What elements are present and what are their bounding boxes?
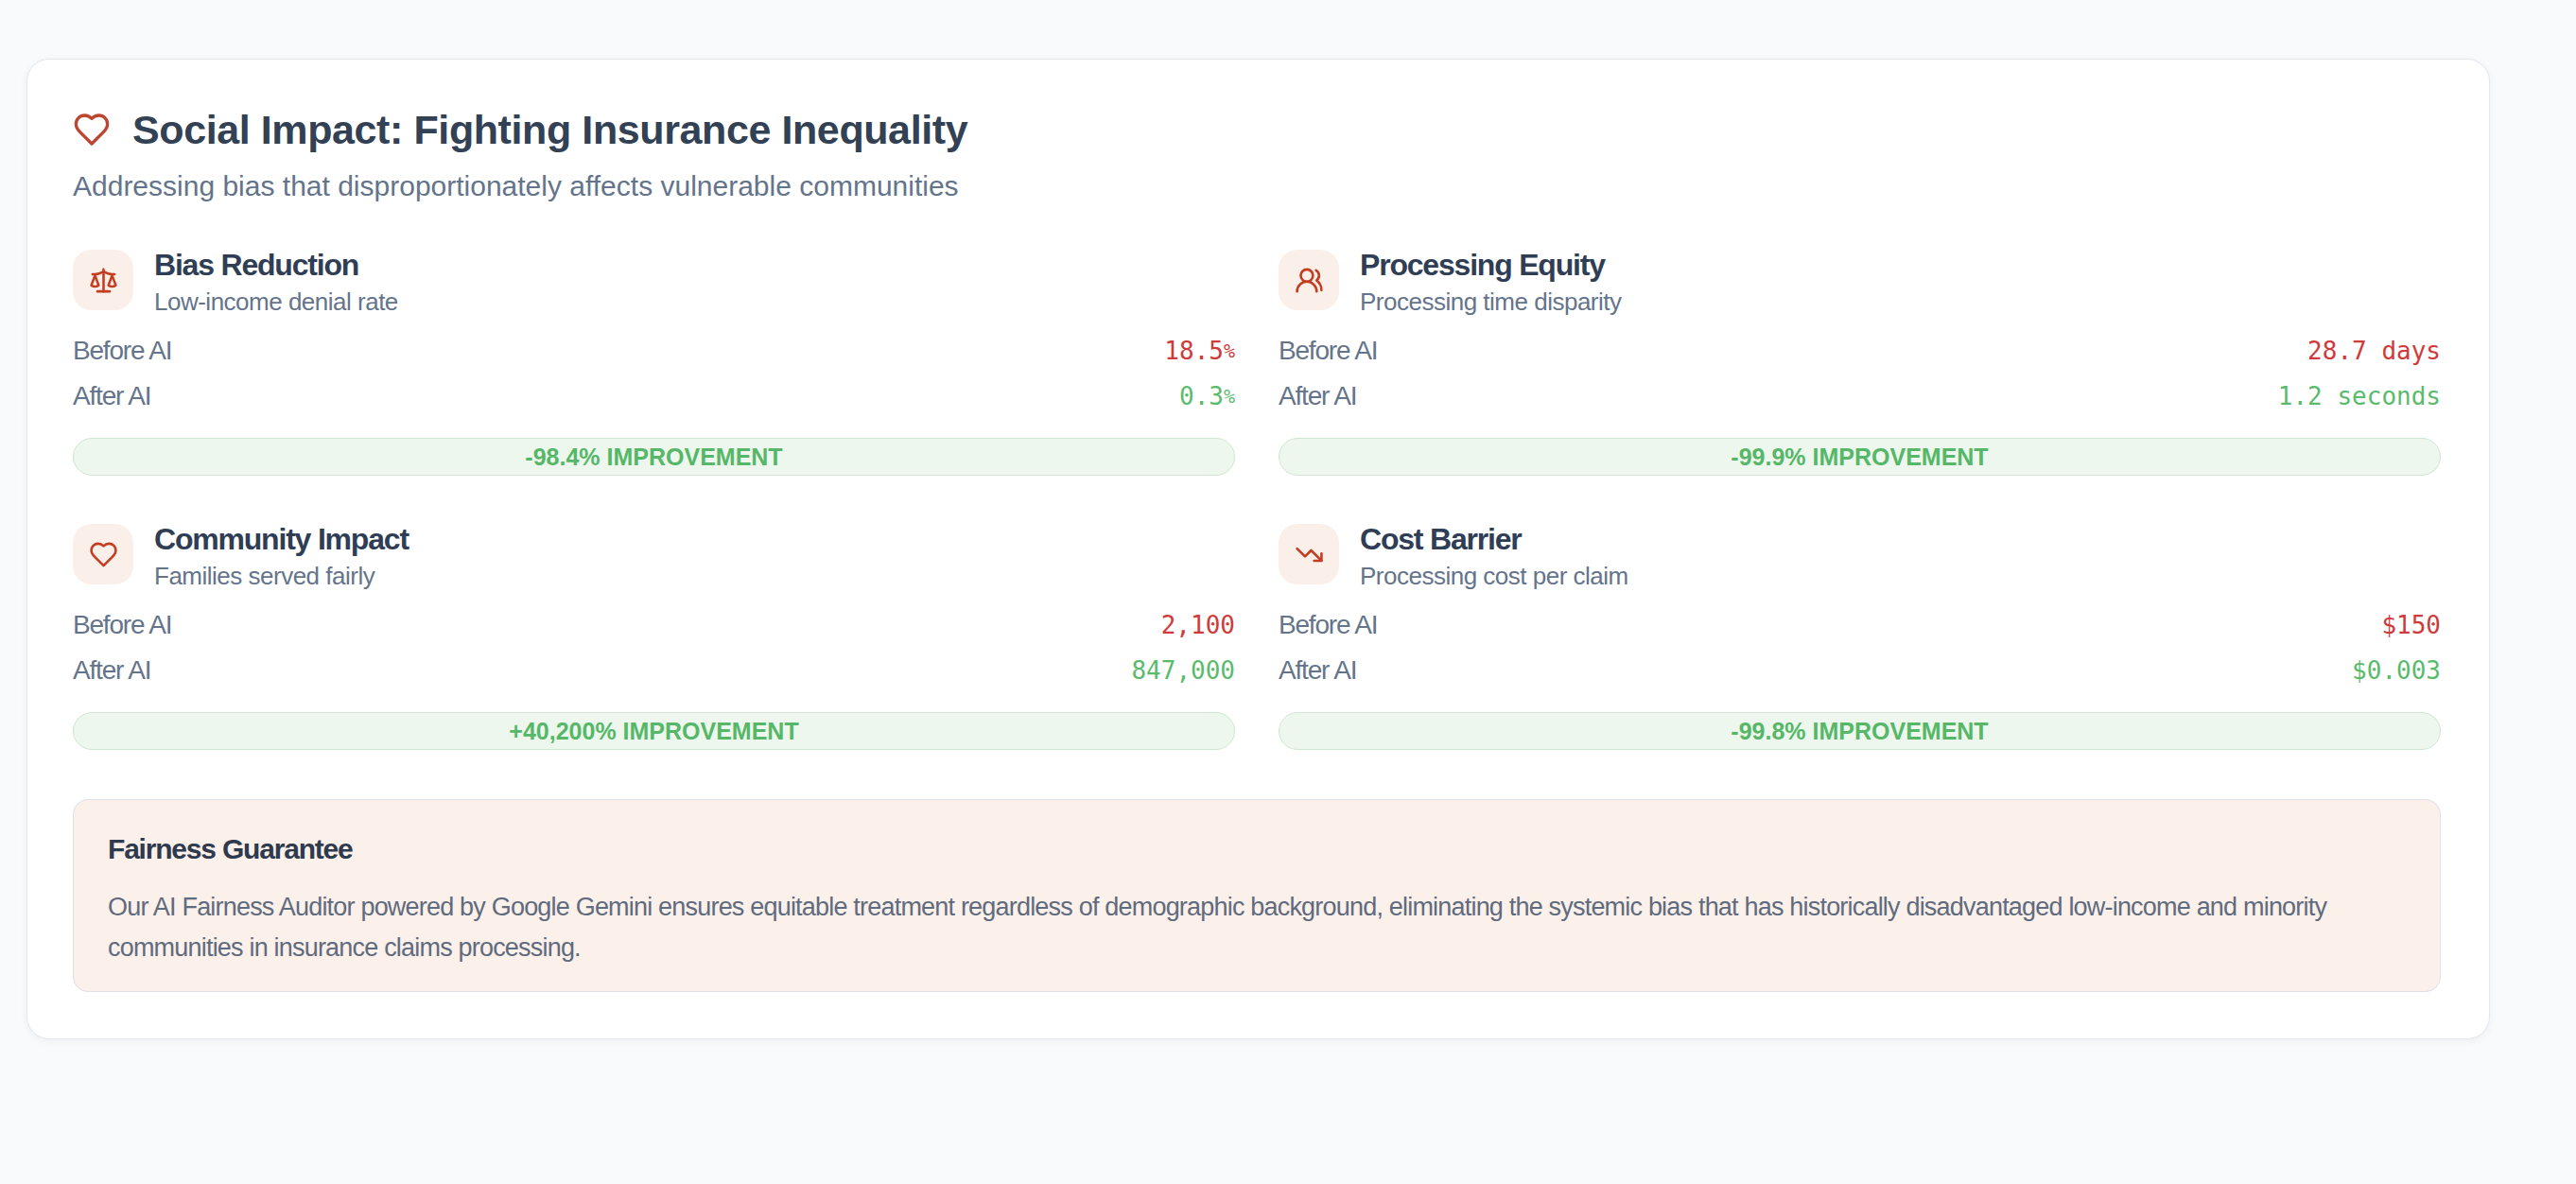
- users-icon: [1279, 250, 1339, 310]
- after-ai-label: After AI: [1279, 381, 1356, 411]
- fairness-body: Our AI Fairness Auditor powered by Googl…: [108, 887, 2406, 968]
- after-ai-label: After AI: [73, 381, 150, 411]
- before-ai-row: Before AI 2,100: [73, 602, 1235, 648]
- after-ai-label: After AI: [73, 655, 150, 686]
- scale-icon: [73, 250, 133, 310]
- after-ai-value: $0.003: [2352, 656, 2441, 685]
- page-subtitle: Addressing bias that disproportionately …: [73, 170, 2441, 202]
- heart-icon: [73, 524, 133, 584]
- before-ai-value: 28.7 days: [2307, 337, 2441, 365]
- metric-title: Community Impact: [154, 524, 409, 554]
- metric-bias-reduction: Bias Reduction Low-income denial rate Be…: [73, 250, 1235, 476]
- before-ai-row: Before AI $150: [1279, 602, 2441, 648]
- heart-icon: [73, 111, 111, 148]
- after-ai-value: 847,000: [1131, 656, 1235, 685]
- before-ai-row: Before AI 28.7 days: [1279, 328, 2441, 374]
- improvement-badge: -99.8% IMPROVEMENT: [1279, 712, 2441, 750]
- after-ai-value: 1.2 seconds: [2278, 382, 2441, 410]
- after-ai-value: 0.3%: [1179, 382, 1235, 410]
- fairness-title: Fairness Guarantee: [108, 832, 2406, 866]
- metric-subtitle: Processing cost per claim: [1360, 564, 1628, 588]
- social-impact-card: Social Impact: Fighting Insurance Inequa…: [26, 59, 2490, 1039]
- improvement-badge: +40,200% IMPROVEMENT: [73, 712, 1235, 750]
- metric-cost-barrier: Cost Barrier Processing cost per claim B…: [1279, 524, 2441, 750]
- after-ai-row: After AI 1.2 seconds: [1279, 374, 2441, 419]
- before-ai-label: Before AI: [1279, 610, 1377, 640]
- metric-title: Processing Equity: [1360, 250, 1622, 280]
- improvement-badge: -98.4% IMPROVEMENT: [73, 438, 1235, 476]
- metric-subtitle: Low-income denial rate: [154, 289, 398, 314]
- improvement-badge: -99.9% IMPROVEMENT: [1279, 438, 2441, 476]
- metric-subtitle: Processing time disparity: [1360, 289, 1622, 314]
- before-ai-row: Before AI 18.5%: [73, 328, 1235, 374]
- before-ai-value: 2,100: [1161, 611, 1235, 639]
- page-header: Social Impact: Fighting Insurance Inequa…: [73, 107, 2441, 152]
- metric-title: Cost Barrier: [1360, 524, 1628, 554]
- before-ai-value: $150: [2381, 611, 2441, 639]
- after-ai-row: After AI 0.3%: [73, 374, 1235, 419]
- page-title: Social Impact: Fighting Insurance Inequa…: [132, 107, 967, 152]
- metric-processing-equity: Processing Equity Processing time dispar…: [1279, 250, 2441, 476]
- before-ai-label: Before AI: [73, 336, 171, 366]
- trending-down-icon: [1279, 524, 1339, 584]
- after-ai-label: After AI: [1279, 655, 1356, 686]
- fairness-guarantee-panel: Fairness Guarantee Our AI Fairness Audit…: [73, 799, 2441, 992]
- before-ai-label: Before AI: [73, 610, 171, 640]
- before-ai-value: 18.5%: [1164, 337, 1235, 365]
- after-ai-row: After AI 847,000: [73, 648, 1235, 693]
- metric-subtitle: Families served fairly: [154, 564, 409, 588]
- metrics-grid: Bias Reduction Low-income denial rate Be…: [73, 250, 2441, 750]
- before-ai-label: Before AI: [1279, 336, 1377, 366]
- metric-community-impact: Community Impact Families served fairly …: [73, 524, 1235, 750]
- metric-title: Bias Reduction: [154, 250, 398, 280]
- after-ai-row: After AI $0.003: [1279, 648, 2441, 693]
